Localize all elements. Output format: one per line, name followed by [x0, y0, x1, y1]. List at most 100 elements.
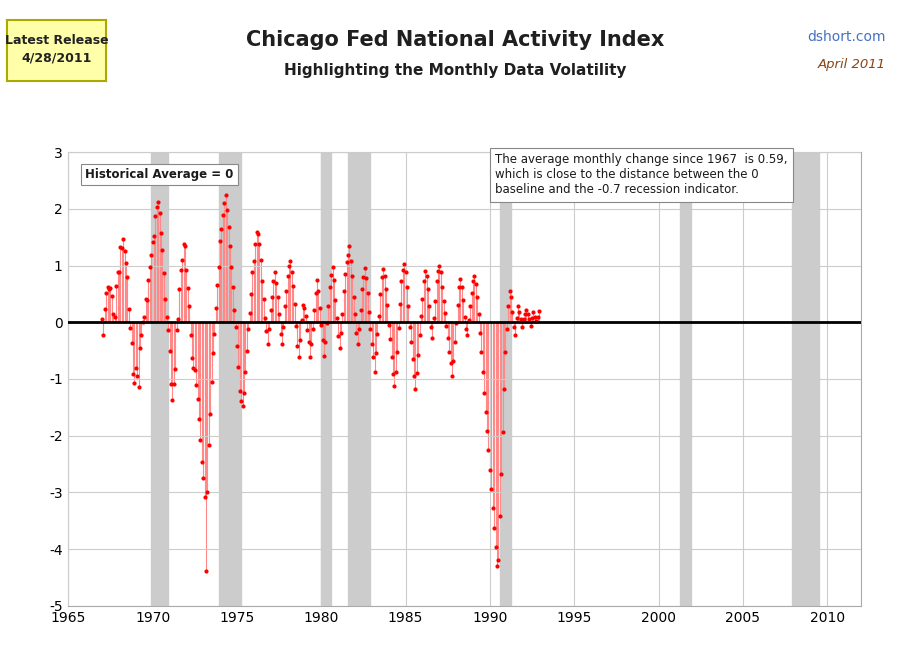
Point	[196, 473, 210, 483]
Point	[271, 309, 286, 320]
Point	[315, 335, 330, 346]
Point	[447, 336, 462, 347]
Point	[279, 285, 293, 296]
Point	[146, 236, 160, 247]
Point	[522, 314, 537, 325]
Bar	[500, 152, 511, 606]
Point	[102, 284, 117, 295]
Point	[290, 341, 304, 352]
Point	[429, 276, 444, 287]
Point	[364, 338, 379, 349]
Point	[428, 295, 443, 306]
Point	[265, 291, 280, 302]
Point	[305, 324, 320, 334]
Point	[322, 282, 337, 293]
Point	[460, 330, 475, 340]
Point	[213, 236, 228, 246]
Point	[404, 337, 418, 348]
Point	[445, 370, 459, 381]
Point	[130, 371, 145, 381]
Point	[268, 267, 282, 278]
Point	[124, 338, 138, 348]
Point	[415, 293, 430, 304]
Point	[323, 269, 338, 280]
Point	[424, 322, 438, 332]
Point	[422, 301, 436, 312]
Point	[287, 299, 302, 309]
Point	[186, 363, 200, 373]
Point	[165, 395, 179, 405]
Point	[336, 285, 351, 296]
Point	[362, 307, 376, 317]
Point	[527, 311, 542, 322]
Point	[468, 279, 483, 289]
Point	[229, 322, 243, 332]
Point	[434, 267, 448, 278]
Point	[256, 294, 271, 305]
Point	[209, 303, 223, 313]
Point	[398, 267, 413, 278]
Point	[141, 275, 156, 286]
Point	[532, 306, 547, 316]
Point	[385, 369, 400, 380]
Point	[455, 282, 469, 293]
Point	[99, 288, 114, 299]
Point	[377, 271, 392, 281]
Point	[379, 284, 394, 295]
Point	[339, 257, 353, 267]
Point	[210, 280, 225, 291]
Point	[274, 338, 289, 349]
Point	[343, 241, 357, 252]
Point	[148, 211, 163, 221]
Point	[97, 330, 111, 340]
Point	[191, 414, 206, 424]
Point	[232, 385, 247, 396]
Point	[203, 408, 218, 419]
Point	[255, 276, 270, 287]
Text: The average monthly change since 1967  is 0.59,
which is close to the distance b: The average monthly change since 1967 is…	[495, 154, 787, 197]
Point	[283, 256, 298, 266]
Point	[138, 293, 153, 304]
Point	[219, 189, 233, 200]
Point	[475, 346, 489, 357]
Point	[481, 445, 496, 455]
Point	[131, 381, 146, 392]
Point	[107, 312, 122, 322]
Point	[512, 307, 527, 317]
Point	[250, 226, 264, 237]
Point	[343, 256, 358, 266]
Point	[180, 283, 195, 294]
Point	[444, 358, 458, 369]
Point	[134, 330, 148, 341]
Point	[449, 318, 464, 329]
Point	[167, 379, 181, 389]
Point	[312, 285, 326, 296]
Point	[446, 355, 461, 366]
Point	[425, 333, 440, 344]
Point	[327, 275, 342, 286]
Point	[471, 309, 486, 320]
Point	[388, 367, 403, 377]
Point	[248, 239, 262, 250]
Point	[440, 333, 455, 344]
Point	[258, 312, 272, 323]
Point	[296, 300, 311, 310]
Point	[383, 334, 397, 345]
Point	[133, 343, 148, 354]
Point	[189, 380, 203, 391]
Point	[116, 234, 130, 244]
Point	[408, 384, 423, 395]
Point	[357, 263, 372, 273]
Point	[162, 346, 177, 356]
Point	[384, 352, 399, 363]
Point	[235, 401, 250, 411]
Point	[496, 384, 511, 395]
Point	[244, 289, 259, 299]
Point	[484, 484, 498, 495]
Point	[390, 346, 404, 357]
Point	[269, 277, 283, 288]
Point	[294, 314, 309, 325]
Point	[437, 308, 452, 318]
Point	[436, 295, 451, 306]
Point	[183, 330, 198, 340]
